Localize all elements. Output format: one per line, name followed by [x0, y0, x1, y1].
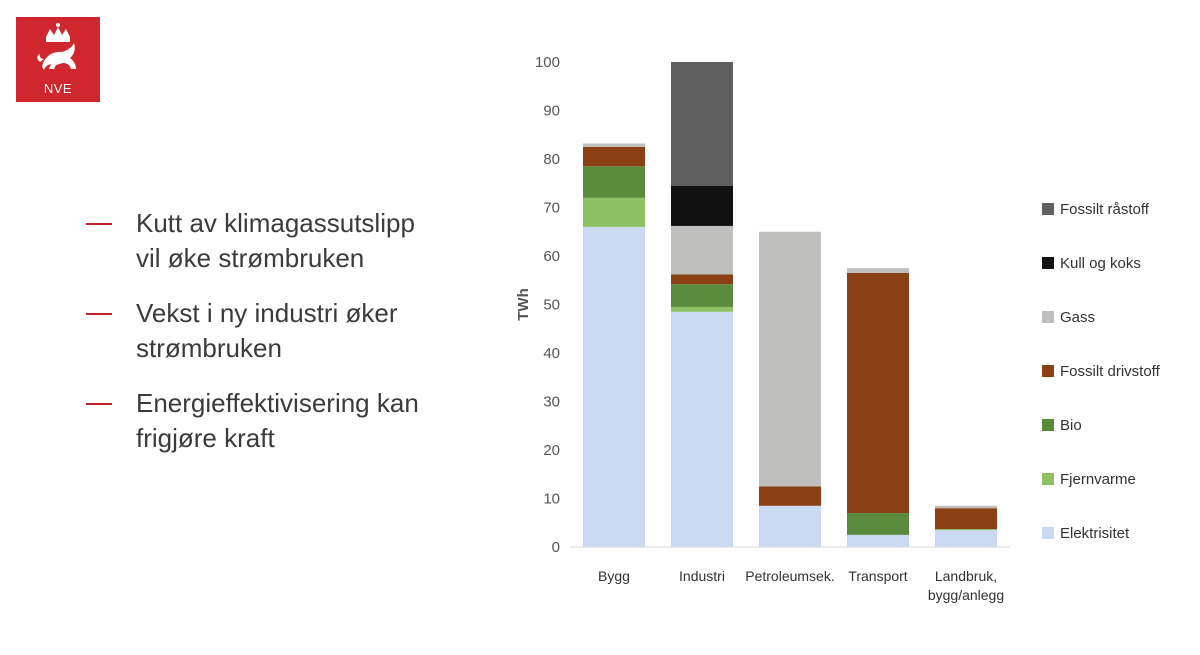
- bullet-item: Energieffektivisering kan frigjøre kraft: [86, 386, 486, 456]
- legend-swatch: [1042, 365, 1054, 377]
- nve-logo: NVE: [16, 17, 100, 102]
- logo-text: NVE: [43, 81, 73, 96]
- y-tick-label: 20: [543, 442, 560, 459]
- y-tick-label: 70: [543, 200, 560, 217]
- bar-segment: [847, 272, 909, 514]
- legend-label: Elektrisitet: [1060, 525, 1130, 542]
- bar-segment: [847, 268, 909, 273]
- bullet-list: Kutt av klimagassutslipp vil øke strømbr…: [86, 206, 486, 476]
- bar-segment: [935, 529, 997, 531]
- bullet-text: Vekst i ny industri øker strømbruken: [136, 298, 398, 363]
- bar-segment: [583, 166, 645, 198]
- bar-segment: [671, 274, 733, 285]
- legend-label: Kull og koks: [1060, 255, 1141, 272]
- bar-segment: [671, 185, 733, 226]
- bar-segment: [759, 231, 821, 487]
- bar-segment: [671, 311, 733, 547]
- legend-swatch: [1042, 419, 1054, 431]
- legend-label: Bio: [1060, 417, 1082, 434]
- x-tick-label: Industri: [679, 568, 725, 584]
- x-tick-label: Transport: [848, 568, 908, 584]
- crown-lion-emblem: [37, 23, 76, 70]
- legend-swatch: [1042, 311, 1054, 323]
- x-tick-label: Landbruk, bygg/anlegg: [928, 568, 1004, 603]
- bar-segment: [935, 505, 997, 509]
- x-tick-label: Petroleumsek.: [745, 568, 834, 584]
- bar-segment: [671, 284, 733, 307]
- y-tick-label: 40: [543, 345, 560, 362]
- legend-swatch: [1042, 473, 1054, 485]
- legend-swatch: [1042, 203, 1054, 215]
- y-tick-label: 80: [543, 151, 560, 168]
- bar-segment: [847, 513, 909, 535]
- y-tick-label: 90: [543, 103, 560, 120]
- y-axis-label: TWh: [515, 288, 532, 320]
- bar-segment: [671, 225, 733, 275]
- bar-segment: [671, 306, 733, 312]
- y-tick-label: 100: [535, 54, 560, 71]
- bullet-item: Vekst i ny industri øker strømbruken: [86, 296, 486, 366]
- bar-segment: [583, 143, 645, 147]
- x-tick-label: Bygg: [598, 568, 630, 584]
- y-tick-label: 10: [543, 491, 560, 508]
- bar-segment: [935, 530, 997, 547]
- bar-segment: [759, 486, 821, 506]
- legend-label: Fossilt råstoff: [1060, 201, 1150, 218]
- bullet-text: Energieffektivisering kan frigjøre kraft: [136, 388, 419, 453]
- bullet-dash: [86, 403, 112, 405]
- legend-swatch: [1042, 257, 1054, 269]
- bar-segment: [935, 508, 997, 530]
- y-tick-label: 0: [552, 539, 560, 556]
- bullet-text: Kutt av klimagassutslipp vil øke strømbr…: [136, 208, 415, 273]
- bar-segment: [583, 197, 645, 227]
- stacked-bar-chart: 0 10 20 30 40 50 60 70 80 90 100 TWh Bygg Industri Pet…: [515, 54, 1161, 603]
- bar-segment: [671, 62, 733, 186]
- legend-swatch: [1042, 527, 1054, 539]
- legend-label: Gass: [1060, 309, 1095, 326]
- bar-segment: [847, 534, 909, 547]
- bar-segment: [583, 226, 645, 547]
- bullet-dash: [86, 223, 112, 225]
- bar-segment: [759, 505, 821, 547]
- bullet-item: Kutt av klimagassutslipp vil øke strømbr…: [86, 206, 486, 276]
- y-tick-label: 60: [543, 248, 560, 265]
- legend-label: Fjernvarme: [1060, 471, 1136, 488]
- y-tick-label: 50: [543, 297, 560, 314]
- y-tick-label: 30: [543, 394, 560, 411]
- bar-segment: [583, 146, 645, 167]
- bullet-dash: [86, 313, 112, 315]
- legend-label: Fossilt drivstoff: [1060, 363, 1161, 380]
